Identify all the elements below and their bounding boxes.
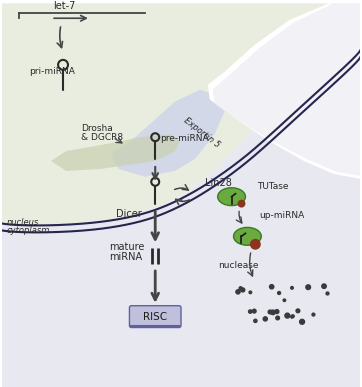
Text: Lin28: Lin28 [205,178,232,188]
Circle shape [249,310,252,313]
Circle shape [322,284,326,288]
Ellipse shape [218,188,245,205]
Circle shape [250,239,261,250]
Polygon shape [111,90,224,177]
Circle shape [285,313,290,318]
Text: let-7: let-7 [53,1,76,11]
Circle shape [239,287,242,290]
Circle shape [263,317,268,321]
Text: Dicer: Dicer [115,209,141,219]
Polygon shape [51,134,180,171]
Text: nucleus: nucleus [7,219,39,228]
Circle shape [276,316,279,320]
Circle shape [254,319,257,322]
Ellipse shape [233,228,261,245]
Text: pri-miRNA: pri-miRNA [29,67,75,76]
Circle shape [252,309,256,313]
Circle shape [236,290,240,294]
Polygon shape [213,3,361,176]
Circle shape [271,310,275,315]
Text: Drosha: Drosha [81,124,113,133]
Text: & DGCR8: & DGCR8 [81,133,123,142]
Text: Exportin 5: Exportin 5 [182,115,222,149]
Circle shape [291,286,293,289]
Text: mature: mature [109,242,144,252]
Text: TUTase: TUTase [257,182,289,191]
Circle shape [237,200,245,207]
Circle shape [283,299,286,301]
Text: pre-miRNA: pre-miRNA [160,134,209,143]
Circle shape [296,309,300,313]
Circle shape [291,315,294,318]
Circle shape [312,313,315,316]
FancyBboxPatch shape [130,306,181,327]
Text: nuclease: nuclease [218,261,258,270]
Circle shape [275,310,279,313]
Polygon shape [208,3,361,179]
Circle shape [270,284,274,289]
Text: miRNA: miRNA [109,252,142,262]
Text: cytoplasm: cytoplasm [7,226,50,235]
Polygon shape [1,3,361,387]
Text: up-miRNA: up-miRNA [259,211,304,221]
Circle shape [292,315,294,317]
Circle shape [241,288,245,292]
Circle shape [326,292,329,295]
Circle shape [268,310,272,314]
Circle shape [249,291,252,294]
Circle shape [306,285,311,289]
Polygon shape [1,3,361,226]
Circle shape [278,291,281,295]
Text: RISC: RISC [143,312,167,322]
Circle shape [300,319,304,324]
